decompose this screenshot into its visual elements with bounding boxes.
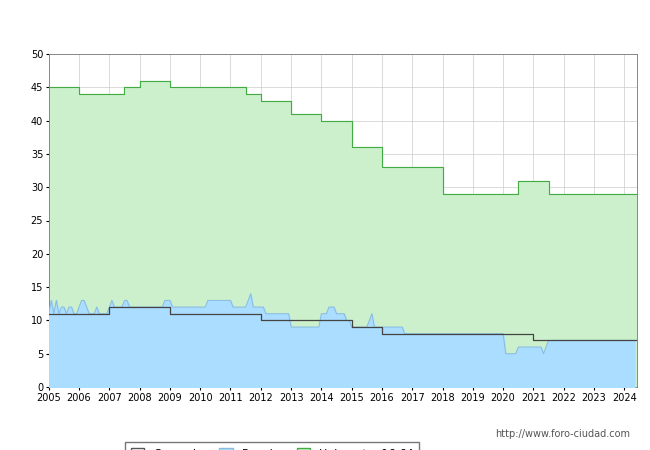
Text: Palazuelos de Muñó - Evolucion de la poblacion en edad de Trabajar Mayo de 2024: Palazuelos de Muñó - Evolucion de la pob… (49, 17, 601, 30)
Legend: Ocupados, Parados, Hab. entre 16-64: Ocupados, Parados, Hab. entre 16-64 (125, 442, 419, 450)
Text: http://www.foro-ciudad.com: http://www.foro-ciudad.com (495, 429, 630, 439)
